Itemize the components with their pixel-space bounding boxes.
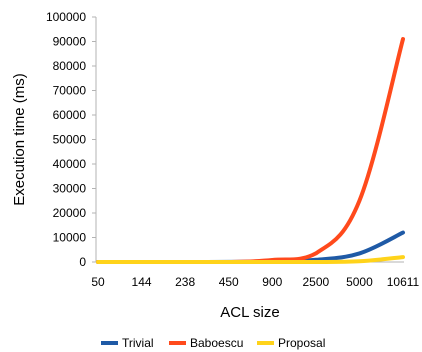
x-tick-label: 5000 [346, 275, 373, 289]
y-axis-ticks: 0 10000 20000 30000 40000 50000 60000 70000 8000… [46, 10, 96, 269]
x-tick-label: 450 [219, 275, 239, 289]
y-tick-label: 30000 [53, 182, 87, 196]
legend-label: Proposal [278, 336, 325, 350]
x-tick-label: 144 [132, 275, 152, 289]
legend-item-baboescu: Baboescu [169, 336, 243, 350]
x-tick-label: 2500 [303, 275, 330, 289]
y-tick-label: 60000 [53, 108, 87, 122]
x-tick-label: 900 [262, 275, 282, 289]
y-tick-label: 10000 [53, 231, 87, 245]
x-axis-title: ACL size [220, 304, 279, 321]
x-tick-label: 238 [175, 275, 195, 289]
y-tick-label: 70000 [53, 84, 87, 98]
y-tick-label: 50000 [53, 133, 87, 147]
y-axis-title: Execution time (ms) [11, 73, 28, 206]
y-tick-label: 90000 [53, 35, 87, 49]
legend-item-proposal: Proposal [257, 336, 325, 350]
y-tick-label: 100000 [46, 10, 86, 24]
x-axis-ticks: 50 144 238 450 900 2500 5000 10611 [91, 275, 419, 289]
legend-label: Trivial [122, 336, 154, 350]
series-line-baboescu [96, 37, 405, 264]
y-tick-label: 80000 [53, 59, 87, 73]
legend-item-trivial: Trivial [101, 336, 154, 350]
y-tick-label: 20000 [53, 206, 87, 220]
y-tick-label: 40000 [53, 157, 87, 171]
x-tick-label: 50 [91, 275, 105, 289]
series-line-trivial [96, 230, 405, 264]
y-tick-label: 0 [79, 255, 86, 269]
series-line-proposal [96, 255, 405, 264]
x-tick-label: 10611 [387, 275, 420, 289]
legend: Trivial Baboescu Proposal [101, 336, 325, 350]
legend-label: Baboescu [190, 336, 243, 350]
series-lines [96, 37, 405, 264]
plot-area: 0 10000 20000 30000 40000 50000 60000 70000 8000… [46, 10, 420, 289]
